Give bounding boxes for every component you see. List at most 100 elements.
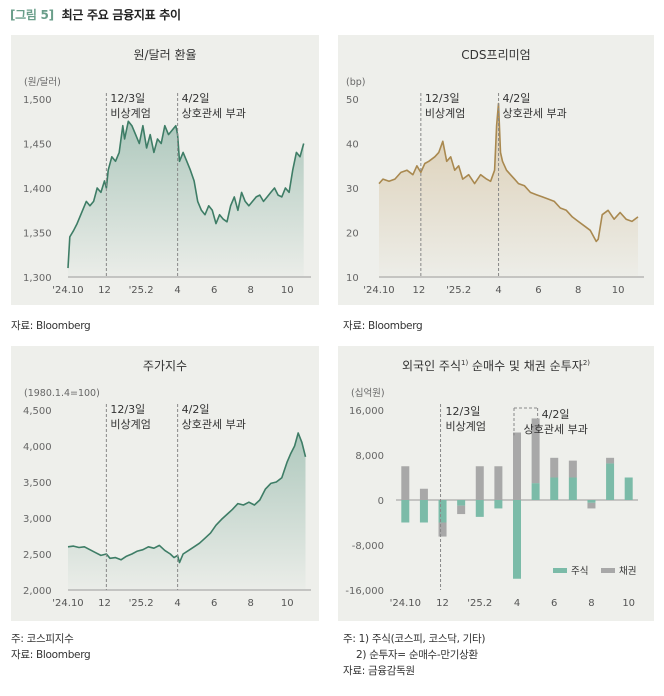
y-tick-label: 4,000 — [23, 442, 52, 453]
bar-bond — [494, 466, 503, 500]
legend-label-stock: 주식 — [571, 566, 588, 577]
bar-stock — [494, 500, 503, 509]
y-tick-label: 30 — [346, 184, 359, 195]
bar-bond — [475, 466, 484, 500]
series-line — [67, 432, 307, 564]
y-tick-label: 16,000 — [349, 406, 384, 417]
x-tick-label: 8 — [575, 285, 581, 296]
x-tick-label: 4 — [514, 598, 520, 609]
event-annotation: 4/2일 — [182, 91, 210, 105]
event-annotation: 상호관세 부과 — [182, 418, 246, 431]
event-annotation: 상호관세 부과 — [503, 107, 567, 120]
chart-panel-flow: 외국인 주식1) 순매수 및 채권 순투자2) (십억원) 16,000 8,000 0… — [338, 346, 654, 621]
x-tick-label: '25.2 — [467, 598, 492, 609]
y-tick-label: 1,500 — [23, 95, 52, 106]
y-tick-label: 1,300 — [23, 273, 52, 284]
x-tick-label: 10 — [281, 598, 294, 609]
y-tick-label: -16,000 — [345, 586, 384, 597]
y-tick-label: 2,000 — [23, 586, 52, 597]
kospi-notes: 주: 코스피지수 자료: Bloomberg — [11, 631, 91, 663]
x-tick-label: 12 — [98, 598, 111, 609]
event-annotation: 비상계엄 — [446, 420, 486, 433]
y-tick-label: 10 — [346, 273, 359, 284]
chart-panel-cds: CDS프리미엄 (bp) 50 40 30 20 10 '24.10 12 '25.2 4 6 8 10 1… — [338, 35, 654, 305]
bar-stock — [438, 500, 447, 523]
x-tick-label: 6 — [551, 598, 557, 609]
bar-bond — [401, 466, 410, 500]
legend-label-bond: 채권 — [619, 565, 636, 577]
bar-stock — [401, 500, 410, 523]
cds-source: 자료: Bloomberg — [343, 320, 423, 332]
x-tick-label: 12 — [436, 598, 449, 609]
event-annotation: 4/2일 — [503, 91, 531, 105]
y-tick-label: 1,450 — [23, 140, 52, 151]
y-tick-label: 50 — [346, 95, 359, 106]
x-tick-label: 12 — [98, 285, 111, 296]
event-annotation: 12/3일 — [425, 91, 460, 105]
x-tick-label: '24.10 — [52, 598, 83, 609]
x-tick-label: '24.10 — [390, 598, 421, 609]
x-tick-label: 8 — [248, 285, 254, 296]
chart-panel-kospi: 주가지수 (1980.1.4=100) 4,500 4,000 3,500 3,000 2,… — [11, 346, 319, 621]
event-annotation: 상호관세 부과 — [524, 423, 588, 436]
event-annotation: 12/3일 — [110, 91, 145, 105]
chart-title: CDS프리미엄 — [461, 48, 530, 62]
flow-notes: 주: 1) 주식(코스피, 코스닥, 기타) 2) 순투자= 순매수-만기상환 … — [343, 631, 486, 679]
event-annotation: 비상계엄 — [110, 107, 150, 120]
y-axis-unit: (십억원) — [351, 387, 385, 399]
y-tick-label: 3,000 — [23, 514, 52, 525]
x-tick-label: '24.10 — [363, 285, 394, 296]
flow-note-2: 2) 순투자= 순매수-만기상환 — [356, 649, 478, 661]
title-footnote-mark: 2) — [583, 359, 590, 367]
event-annotation: 4/2일 — [542, 407, 570, 421]
chart-panel-fx: 원/달러 환율 (원/달러) 1,500 1,450 1,400 1,350 1,300'2… — [11, 35, 319, 305]
bar-stock — [606, 463, 615, 500]
x-tick-label: 10 — [281, 285, 294, 296]
bar-stock — [568, 477, 577, 500]
x-tick-label: '25.2 — [129, 598, 154, 609]
x-tick-label: 8 — [248, 598, 254, 609]
y-tick-label: 1,350 — [23, 229, 52, 240]
x-tick-label: '24.10 — [52, 285, 83, 296]
bar-stock — [513, 500, 521, 579]
bar-bond — [531, 418, 540, 484]
chart-title: 원/달러 환율 — [133, 48, 196, 62]
figure-header: [그림 5] 최근 주요 금융지표 추이 — [10, 6, 181, 23]
y-tick-label: 20 — [346, 229, 359, 240]
event-annotation: 4/2일 — [182, 402, 210, 416]
event-annotation: 상호관세 부과 — [182, 107, 246, 120]
y-axis-unit: (1980.1.4=100) — [24, 388, 100, 399]
title-text: 외국인 주식 — [402, 359, 461, 373]
flow-note-1: 주: 1) 주식(코스피, 코스닥, 기타) — [343, 633, 486, 645]
bar-stock — [419, 500, 428, 523]
chart-cds: CDS프리미엄 (bp) 50 40 30 20 10 '24.10 12 '25.2 4 6 8 10 1… — [346, 48, 644, 296]
x-tick-label: 4 — [174, 598, 180, 609]
series-area — [68, 121, 304, 277]
x-tick-label: 6 — [211, 598, 217, 609]
x-tick-label: 10 — [612, 285, 625, 296]
y-tick-label: 40 — [346, 140, 359, 151]
x-tick-label: 4 — [495, 285, 501, 296]
y-tick-label: 2,500 — [23, 550, 52, 561]
chart-flow: 외국인 주식1) 순매수 및 채권 순투자2) (십억원) 16,000 8,000 0… — [345, 359, 638, 609]
event-annotation: 12/3일 — [446, 404, 481, 418]
x-tick-label: 4 — [174, 285, 180, 296]
bar-bond — [606, 457, 615, 464]
legend-swatch-bond — [601, 568, 615, 573]
x-tick-label: 6 — [535, 285, 541, 296]
y-tick-label: 8,000 — [355, 451, 384, 462]
bar-stock — [624, 477, 633, 500]
series-area — [379, 103, 638, 277]
x-tick-label: 10 — [622, 598, 635, 609]
chart-title: 외국인 주식1) 순매수 및 채권 순투자2) — [402, 359, 590, 373]
y-tick-label: 0 — [378, 496, 384, 507]
flow-source: 자료: 금융감독원 — [343, 665, 415, 677]
bar-stock — [457, 500, 466, 506]
x-tick-label: 8 — [588, 598, 594, 609]
x-tick-label: '25.2 — [129, 285, 154, 296]
series-area — [68, 433, 306, 590]
fx-source: 자료: Bloomberg — [11, 320, 91, 332]
bar-bond — [419, 488, 428, 500]
bar-stock — [475, 500, 484, 517]
title-text: 순매수 및 채권 순투자 — [468, 359, 583, 373]
